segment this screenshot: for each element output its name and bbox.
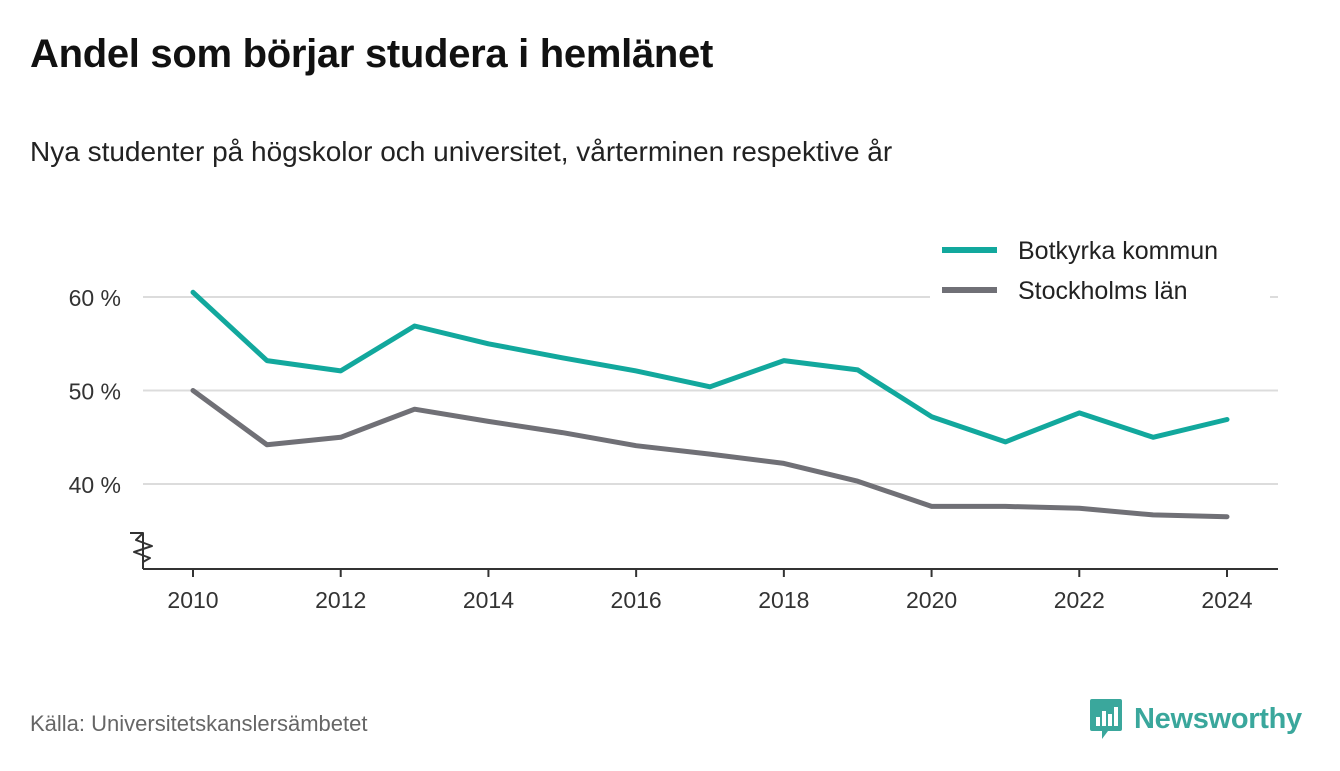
x-tick-label: 2018 — [758, 587, 809, 613]
x-tick-label: 2012 — [315, 587, 366, 613]
series-line-2 — [190, 388, 1230, 520]
y-axis-break-marker — [130, 532, 153, 563]
legend: Botkyrka kommun Stockholms län — [930, 230, 1270, 308]
x-tick-label: 2022 — [1054, 587, 1105, 613]
line-chart: 40 % 50 % 60 % 2010 2012 2014 2016 2018 2020 202… — [68, 230, 1278, 613]
y-tick-label: 60 % — [69, 285, 121, 311]
chart-subtitle: Nya studenter på högskolor och universit… — [30, 136, 893, 167]
series-lines — [190, 289, 1230, 520]
source-note: Källa: Universitetskanslersämbetet — [30, 711, 368, 736]
legend-label: Botkyrka kommun — [1018, 237, 1218, 265]
x-tick-label: 2014 — [463, 587, 514, 613]
legend-background — [930, 230, 1270, 308]
brand-logo: Newsworthy — [1088, 697, 1302, 741]
y-axis: 40 % 50 % 60 % — [69, 285, 153, 569]
x-tick-label: 2020 — [906, 587, 957, 613]
x-tick-label: 2016 — [611, 587, 662, 613]
legend-label: Stockholms län — [1018, 277, 1188, 305]
x-tick-label: 2010 — [167, 587, 218, 613]
chart-title: Andel som börjar studera i hemlänet — [30, 32, 713, 76]
series-line-1 — [190, 289, 1230, 445]
x-tick-label: 2024 — [1201, 587, 1252, 613]
y-tick-label: 50 % — [69, 379, 121, 405]
y-tick-label: 40 % — [69, 472, 121, 498]
brand-name: Newsworthy — [1134, 702, 1302, 735]
newsworthy-logo-icon — [1090, 699, 1122, 739]
x-axis: 2010 2012 2014 2016 2018 2020 2022 2024 — [143, 568, 1278, 613]
